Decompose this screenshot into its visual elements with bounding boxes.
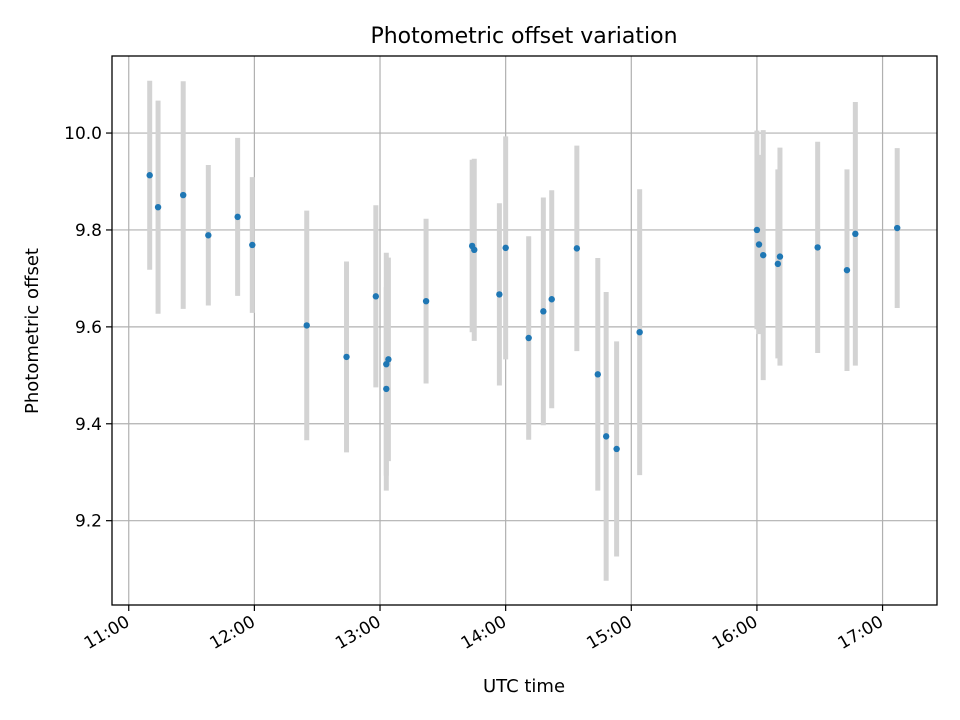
data-point bbox=[573, 245, 581, 252]
data-point bbox=[383, 385, 390, 393]
data-point bbox=[234, 213, 241, 221]
data-point bbox=[755, 241, 763, 248]
data-point bbox=[852, 230, 859, 238]
data-point bbox=[594, 371, 601, 378]
data-point bbox=[525, 334, 532, 342]
data-point bbox=[843, 266, 851, 274]
data-point bbox=[205, 232, 212, 239]
y-tick-label: 10.0 bbox=[64, 124, 102, 144]
y-tick-label: 9.2 bbox=[75, 512, 102, 532]
data-point bbox=[496, 291, 503, 298]
y-axis-label: Photometric offset bbox=[22, 248, 43, 414]
data-point bbox=[613, 445, 620, 453]
data-point bbox=[249, 241, 256, 249]
y-tick-label: 9.4 bbox=[75, 415, 102, 435]
data-point bbox=[776, 253, 784, 260]
data-point bbox=[372, 293, 380, 300]
data-point bbox=[146, 172, 153, 179]
y-axis: 9.2 9.4 9.6 9.8 10.0 bbox=[64, 124, 112, 532]
data-point bbox=[502, 244, 509, 252]
data-point bbox=[471, 246, 478, 254]
x-axis-label: UTC time bbox=[483, 676, 565, 697]
y-tick-label: 9.8 bbox=[75, 221, 102, 241]
data-point bbox=[303, 322, 310, 329]
data-point bbox=[814, 244, 821, 251]
data-point bbox=[774, 260, 782, 268]
data-point bbox=[383, 360, 390, 368]
chart-title: Photometric offset variation bbox=[370, 24, 677, 49]
plot-frame bbox=[111, 55, 938, 606]
data-point bbox=[753, 226, 761, 234]
data-point bbox=[343, 353, 350, 361]
y-tick-label: 9.6 bbox=[75, 318, 102, 338]
data-point bbox=[760, 251, 767, 259]
data-point bbox=[602, 433, 610, 440]
data-point bbox=[540, 308, 547, 315]
data-point bbox=[894, 224, 901, 232]
data-point bbox=[422, 297, 430, 305]
data-points bbox=[146, 172, 901, 453]
data-point bbox=[154, 203, 162, 211]
data-point bbox=[548, 296, 555, 303]
data-point bbox=[179, 191, 187, 199]
data-point bbox=[385, 356, 392, 363]
data-point bbox=[636, 328, 643, 336]
